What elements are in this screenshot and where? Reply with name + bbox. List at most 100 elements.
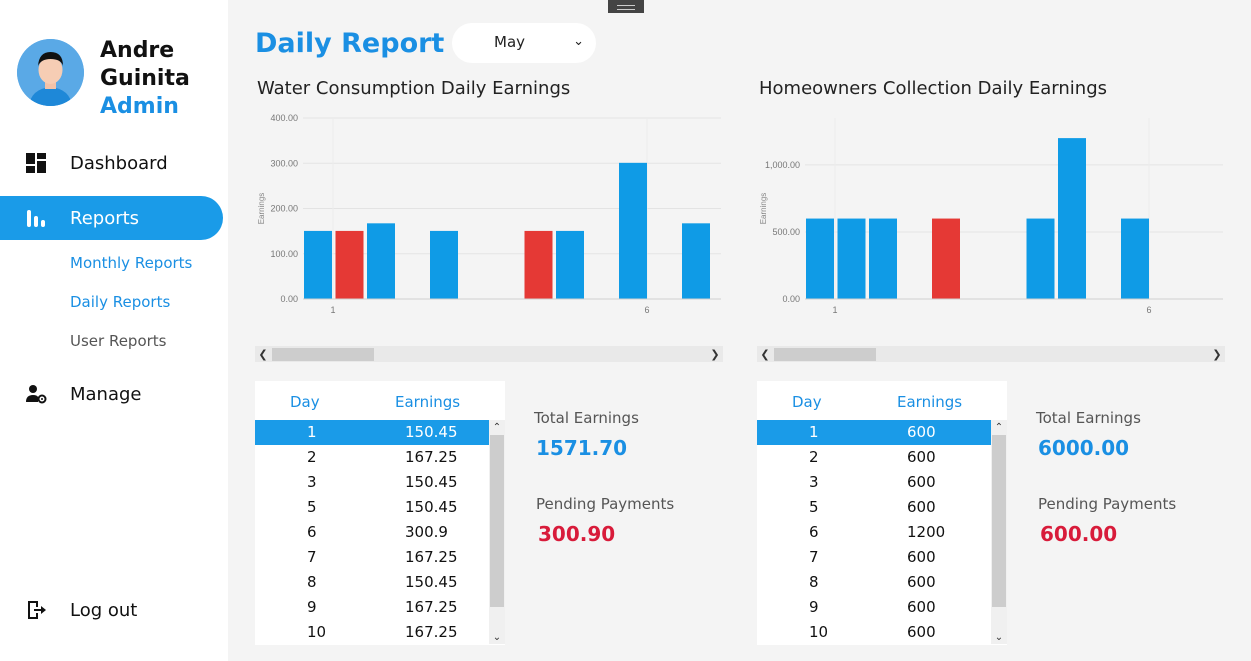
nav-manage-label: Manage <box>70 383 142 405</box>
scroll-thumb[interactable] <box>272 348 374 361</box>
scroll-thumb[interactable] <box>490 435 504 607</box>
cell-earnings: 167.25 <box>405 548 458 566</box>
nav-logout[interactable]: Log out <box>0 588 223 632</box>
cell-day: 7 <box>307 548 317 566</box>
avatar <box>17 39 84 106</box>
table-row[interactable]: 9 167.25 <box>255 595 489 620</box>
nav-user-reports[interactable]: User Reports <box>70 332 167 350</box>
cell-earnings: 167.25 <box>405 598 458 616</box>
user-settings-icon <box>24 382 48 406</box>
nav-reports[interactable]: Reports <box>0 196 223 240</box>
cell-earnings: 600 <box>907 423 936 441</box>
table-row[interactable]: 1 150.45 <box>255 420 489 445</box>
scroll-thumb[interactable] <box>774 348 876 361</box>
table-scrollbar[interactable]: ⌃ ⌄ <box>489 420 505 644</box>
bar-day-5-pending[interactable] <box>932 218 960 299</box>
column-header-earnings: Earnings <box>395 393 461 411</box>
user-first-name: Andre <box>100 38 175 63</box>
nav-manage[interactable]: Manage <box>0 372 223 416</box>
table-row[interactable]: 10 600 <box>757 620 991 645</box>
water-earnings-table: Day Earnings 1 150.45 2 167.25 3 150.45 5 150.4… <box>255 381 505 645</box>
bar-day-6-paid[interactable] <box>1058 138 1086 299</box>
bar-day-3-paid[interactable] <box>430 230 458 299</box>
table-scrollbar[interactable]: ⌃ ⌄ <box>991 420 1007 644</box>
table-row[interactable]: 8 600 <box>757 570 991 595</box>
cell-day: 6 <box>307 523 317 541</box>
bar-day-2-paid[interactable] <box>837 218 866 299</box>
scroll-left-icon[interactable]: ❮ <box>760 347 770 361</box>
cell-day: 10 <box>307 623 327 641</box>
table-row[interactable]: 1 600 <box>757 420 991 445</box>
bar-day-1-paid[interactable] <box>304 230 332 299</box>
cell-day: 10 <box>809 623 829 641</box>
table-row[interactable]: 7 600 <box>757 545 991 570</box>
y-tick-label: 200.00 <box>270 204 298 214</box>
y-tick-label: 0.00 <box>280 294 298 304</box>
water-chart-scrollbar[interactable]: ❮ ❯ <box>255 346 723 362</box>
bar-day-2-paid[interactable] <box>367 223 395 299</box>
table-row[interactable]: 2 600 <box>757 445 991 470</box>
table-row[interactable]: 6 300.9 <box>255 520 489 545</box>
cell-day: 8 <box>809 573 819 591</box>
cell-day: 2 <box>809 448 819 466</box>
table-row[interactable]: 6 1200 <box>757 520 991 545</box>
water-total-label: Total Earnings <box>534 409 639 427</box>
y-tick-label: 300.00 <box>270 158 298 168</box>
table-row[interactable]: 3 150.45 <box>255 470 489 495</box>
bar-day-7-paid[interactable] <box>682 223 710 299</box>
table-row[interactable]: 7 167.25 <box>255 545 489 570</box>
x-tick-label: 6 <box>1146 305 1151 315</box>
scroll-up-icon[interactable]: ⌃ <box>492 421 502 433</box>
water-chart: Earnings 0.00 100.00 200.00 300.00 400.00 1 6 <box>255 108 723 320</box>
table-row[interactable]: 3 600 <box>757 470 991 495</box>
nav-reports-label: Reports <box>70 207 140 229</box>
nav-daily-reports[interactable]: Daily Reports <box>70 293 171 311</box>
user-role: Admin <box>100 94 179 119</box>
user-last-name: Guinita <box>100 66 190 91</box>
cell-earnings: 300.9 <box>405 523 448 541</box>
cell-day: 9 <box>809 598 819 616</box>
cell-earnings: 600 <box>907 473 936 491</box>
bar-day-5-pending[interactable] <box>524 230 553 299</box>
scroll-down-icon[interactable]: ⌄ <box>492 631 502 643</box>
table-row[interactable]: 5 150.45 <box>255 495 489 520</box>
homeowners-earnings-table: Day Earnings 1 600 2 600 3 600 5 600 6 1200 7 600 8 6… <box>757 381 1007 645</box>
homeowners-chart: Earnings 0.00 500.00 1,000.00 1 6 <box>757 108 1225 320</box>
scroll-right-icon[interactable]: ❯ <box>710 347 720 361</box>
scroll-down-icon[interactable]: ⌄ <box>994 631 1004 643</box>
bar-day-6-paid[interactable] <box>619 162 647 299</box>
scroll-thumb[interactable] <box>992 435 1006 607</box>
window-drag-handle[interactable] <box>608 0 644 13</box>
water-chart-svg: Earnings 0.00 100.00 200.00 300.00 400.00 1 6 <box>257 113 721 315</box>
table-row[interactable]: 8 150.45 <box>255 570 489 595</box>
bar-day-1-paid[interactable] <box>806 218 834 299</box>
scroll-up-icon[interactable]: ⌃ <box>994 421 1004 433</box>
table-row[interactable]: 10 167.25 <box>255 620 489 645</box>
nav-monthly-reports[interactable]: Monthly Reports <box>70 254 193 272</box>
bar-day-1-pending[interactable] <box>335 230 364 299</box>
y-tick-label: 400.00 <box>270 113 298 123</box>
cell-earnings: 150.45 <box>405 573 458 591</box>
column-header-day: Day <box>792 393 822 411</box>
bar-day-7-paid[interactable] <box>1121 218 1149 299</box>
scroll-left-icon[interactable]: ❮ <box>258 347 268 361</box>
table-row[interactable]: 9 600 <box>757 595 991 620</box>
sidebar: Andre Guinita Admin Dashboard Reports Mo… <box>0 0 228 661</box>
homeowners-pending-value: 600.00 <box>1040 522 1118 546</box>
nav-dashboard[interactable]: Dashboard <box>0 141 223 185</box>
cell-day: 1 <box>809 423 819 441</box>
table-row[interactable]: 2 167.25 <box>255 445 489 470</box>
water-chart-title: Water Consumption Daily Earnings <box>257 78 571 99</box>
month-select[interactable]: May ⌄ <box>452 23 596 63</box>
nav-dashboard-label: Dashboard <box>70 152 168 174</box>
bar-day-3-paid[interactable] <box>869 218 897 299</box>
table-row[interactable]: 5 600 <box>757 495 991 520</box>
table-header: Day Earnings <box>757 393 993 417</box>
water-pending-value: 300.90 <box>538 522 616 546</box>
page-title: Daily Report <box>255 28 445 59</box>
cell-day: 5 <box>809 498 819 516</box>
scroll-right-icon[interactable]: ❯ <box>1212 347 1222 361</box>
bar-day-5-paid[interactable] <box>1026 218 1055 299</box>
homeowners-chart-scrollbar[interactable]: ❮ ❯ <box>757 346 1225 362</box>
bar-day-5-paid[interactable] <box>556 230 584 299</box>
